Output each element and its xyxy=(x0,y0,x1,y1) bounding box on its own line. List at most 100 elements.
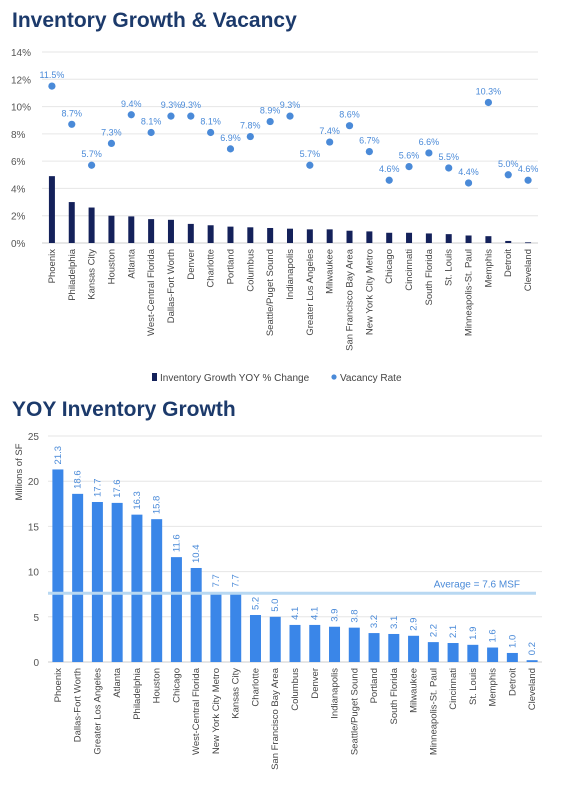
vacancy-data-label: 8.1% xyxy=(200,116,221,126)
x-tick-label: Portland xyxy=(225,249,236,284)
vacancy-data-label: 6.6% xyxy=(419,137,440,147)
bar-data-label: 1.6 xyxy=(488,629,499,642)
bar-memphis xyxy=(485,236,492,243)
vacancy-point-phoenix xyxy=(48,82,56,90)
vacancy-point-portland xyxy=(226,145,235,153)
x-tick-label: Minneapolis-St. Paul xyxy=(464,249,475,336)
bar-atlanta xyxy=(111,502,123,662)
vacancy-point-indianapolis xyxy=(286,112,294,120)
bar-indianapolis xyxy=(329,626,341,662)
x-tick-label: Memphis xyxy=(488,668,499,707)
vacancy-point-kansas-city xyxy=(88,161,96,169)
average-label: Average = 7.6 MSF xyxy=(434,579,520,590)
vacancy-point-columbus xyxy=(246,132,254,141)
x-tick-label: Memphis xyxy=(483,249,494,288)
bar-data-label: 7.7 xyxy=(231,574,242,587)
bar-columbus xyxy=(289,624,301,662)
vacancy-data-label: 6.9% xyxy=(220,133,241,143)
x-tick-label: Houston xyxy=(152,668,163,703)
x-tick-label: Minneapolis-St. Paul xyxy=(428,668,439,755)
vacancy-data-label: 5.7% xyxy=(81,149,102,159)
x-tick-label: Denver xyxy=(310,668,321,699)
vacancy-point-cleveland xyxy=(524,176,532,184)
x-tick-label: New York City Metro xyxy=(364,249,375,335)
vacancy-point-chicago xyxy=(385,176,393,184)
bar-new-york-city-metro xyxy=(366,231,373,243)
x-tick-label: Chicago xyxy=(384,249,395,284)
vacancy-point-greater-los-angeles xyxy=(306,161,314,169)
y-tick-label: 2% xyxy=(11,212,26,223)
bar-data-label: 2.9 xyxy=(409,618,420,631)
bar-san-francisco-bay-area xyxy=(269,616,281,662)
x-tick-label: Dallas-Fort Worth xyxy=(73,668,84,742)
vacancy-data-label: 8.9% xyxy=(260,106,281,116)
x-tick-label: Indianapolis xyxy=(330,668,341,719)
bar-data-label: 2.1 xyxy=(448,625,459,638)
bar-detroit xyxy=(505,240,512,243)
bar-data-label: 3.9 xyxy=(330,609,341,622)
vacancy-data-label: 7.3% xyxy=(101,127,122,137)
y-tick-label: 25 xyxy=(28,432,40,443)
bar-data-label: 2.2 xyxy=(428,624,439,637)
legend-bar-label: Inventory Growth YOY % Change xyxy=(160,373,310,384)
bar-data-label: 5.0 xyxy=(270,599,281,612)
x-tick-label: Philadelphia xyxy=(132,667,143,719)
vacancy-data-label: 8.7% xyxy=(62,108,83,118)
vacancy-point-cincinnati xyxy=(405,163,413,171)
x-tick-label: Phoenix xyxy=(47,249,58,284)
vacancy-data-label: 7.4% xyxy=(319,126,340,136)
y-tick-label: 0% xyxy=(11,239,26,250)
bar-chicago xyxy=(170,557,182,662)
bar-seattle-puget-sound xyxy=(348,627,360,662)
vacancy-data-label: 9.3% xyxy=(181,100,202,110)
x-tick-label: Kansas City xyxy=(87,249,98,300)
bar-cincinnati xyxy=(406,232,413,243)
x-tick-label: Dallas-Fort Worth xyxy=(166,249,177,323)
bar-data-label: 3.2 xyxy=(369,615,380,628)
x-tick-label: Denver xyxy=(186,249,197,280)
bar-greater-los-angeles xyxy=(91,501,103,662)
bar-phoenix xyxy=(52,469,64,662)
vacancy-data-label: 9.3% xyxy=(161,100,182,110)
vacancy-point-atlanta xyxy=(127,111,135,119)
bar-greater-los-angeles xyxy=(306,229,313,243)
bar-denver xyxy=(309,624,321,662)
x-tick-label: Cincinnati xyxy=(404,249,415,291)
vacancy-data-label: 5.0% xyxy=(498,159,519,169)
bar-south-florida xyxy=(388,633,400,662)
vacancy-data-label: 10.3% xyxy=(476,86,502,96)
x-tick-label: Seattle/Puget Sound xyxy=(349,668,360,755)
bar-phoenix xyxy=(48,176,55,243)
vacancy-data-label: 4.4% xyxy=(458,167,479,177)
chart-title-inventory-growth-vacancy: Inventory Growth & Vacancy xyxy=(12,9,297,32)
x-tick-label: Milwaukee xyxy=(325,249,336,294)
bar-data-label: 17.6 xyxy=(112,479,123,498)
bar-data-label: 18.6 xyxy=(73,470,84,489)
x-tick-label: Atlanta xyxy=(126,248,137,278)
bar-data-label: 16.3 xyxy=(132,491,143,510)
y-tick-label: 5 xyxy=(33,613,39,624)
y-tick-label: 12% xyxy=(11,75,31,86)
bar-detroit xyxy=(506,652,518,662)
vacancy-data-label: 5.7% xyxy=(300,149,321,159)
y-tick-label: 10 xyxy=(28,568,40,579)
bar-houston xyxy=(151,519,163,662)
x-tick-label: Portland xyxy=(369,668,380,703)
vacancy-point-west-central-florida xyxy=(147,128,155,137)
bar-milwaukee xyxy=(326,229,333,243)
bar-data-label: 10.4 xyxy=(191,544,202,563)
x-tick-label: Detroit xyxy=(503,249,514,277)
bar-columbus xyxy=(247,227,254,243)
vacancy-data-label: 8.6% xyxy=(339,110,360,120)
bar-dallas-fort-worth xyxy=(72,493,84,662)
x-tick-label: Columbus xyxy=(245,249,256,292)
vacancy-point-south-florida xyxy=(425,149,433,157)
x-tick-label: West-Central Florida xyxy=(146,248,157,336)
bar-data-label: 11.6 xyxy=(171,534,182,552)
vacancy-point-detroit xyxy=(504,171,512,179)
bar-portland xyxy=(368,633,380,662)
chart-title-yoy-inventory-growth: YOY Inventory Growth xyxy=(12,398,236,421)
x-tick-label: Seattle/Puget Sound xyxy=(265,249,276,336)
vacancy-data-label: 8.1% xyxy=(141,116,162,126)
x-tick-label: Chicago xyxy=(171,668,182,703)
